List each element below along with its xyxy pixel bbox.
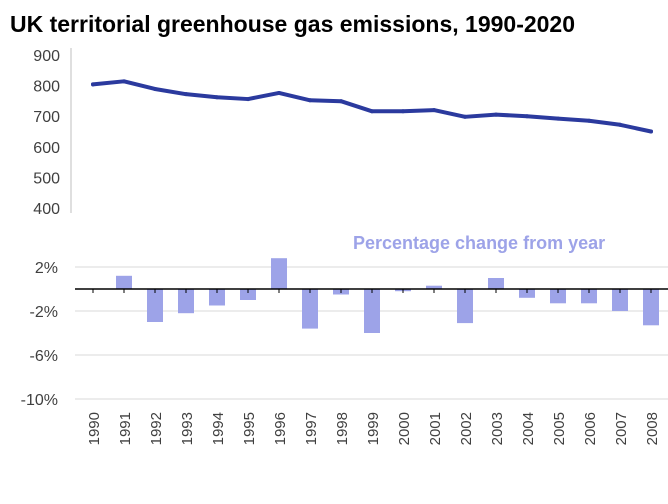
emissions-series-line xyxy=(91,79,653,134)
bar-y-tick-label: -6% xyxy=(30,348,58,365)
emissions-data-point xyxy=(556,116,560,121)
percentage-change-bar xyxy=(364,289,380,333)
emissions-data-point xyxy=(277,90,281,95)
emissions-data-point xyxy=(525,114,529,119)
percentage-change-bar xyxy=(302,289,318,329)
year-tick-label: 2008 xyxy=(644,412,661,445)
bar-chart-title: Percentage change from year xyxy=(353,233,605,253)
emissions-data-point xyxy=(587,118,591,123)
year-tick-label: 2003 xyxy=(489,412,506,445)
percentage-change-bar xyxy=(457,289,473,324)
emissions-data-point xyxy=(339,99,343,104)
bar-y-tick-label: 2% xyxy=(35,260,58,277)
emissions-line-panel: 400 500 600 700 800 900 xyxy=(33,48,653,218)
bar-y-tick-label: -10% xyxy=(21,392,58,409)
percentage-change-bar xyxy=(581,289,597,304)
emissions-data-point xyxy=(370,109,374,114)
emissions-data-point xyxy=(401,109,405,114)
year-tick-label: 2006 xyxy=(582,412,599,445)
emissions-data-point xyxy=(153,86,157,91)
emissions-data-point xyxy=(184,92,188,97)
percentage-change-bar-panel: Percentage change from year 2% -2% -6% -10% xyxy=(21,233,668,409)
line-y-tick-label: 500 xyxy=(33,170,60,187)
line-y-tick-label: 700 xyxy=(33,109,60,126)
percentage-change-bar xyxy=(519,289,535,298)
percentage-change-bar xyxy=(612,289,628,311)
year-tick-label: 1992 xyxy=(148,412,165,445)
emissions-data-point xyxy=(432,108,436,113)
year-tick-label: 2007 xyxy=(613,412,630,445)
year-tick-label: 1990 xyxy=(86,412,103,445)
percentage-change-bar xyxy=(178,289,194,314)
percentage-change-bar xyxy=(209,289,225,306)
emissions-data-point xyxy=(618,122,622,127)
emissions-data-point xyxy=(308,98,312,103)
emissions-data-point xyxy=(463,114,467,119)
year-tick-label: 1993 xyxy=(179,412,196,445)
year-tick-label: 1991 xyxy=(117,412,134,445)
emissions-data-point xyxy=(246,97,250,102)
year-tick-label: 1995 xyxy=(241,412,258,445)
line-y-tick-label: 800 xyxy=(33,79,60,96)
year-tick-label: 1997 xyxy=(303,412,320,445)
bar-y-tick-label: -2% xyxy=(30,304,58,321)
emissions-data-point xyxy=(215,95,219,100)
line-y-tick-label: 400 xyxy=(33,201,60,218)
year-tick-label: 2001 xyxy=(427,412,444,445)
year-tick-label: 2002 xyxy=(458,412,475,445)
year-tick-label: 2004 xyxy=(520,412,537,445)
year-tick-label: 1998 xyxy=(334,412,351,445)
percentage-change-bar xyxy=(488,278,504,289)
percentage-change-bar xyxy=(240,289,256,300)
year-tick-label: 1999 xyxy=(365,412,382,445)
year-tick-label: 2005 xyxy=(551,412,568,445)
percentage-change-bar xyxy=(643,289,659,326)
line-y-tick-label: 600 xyxy=(33,140,60,157)
percentage-change-bar xyxy=(550,289,566,304)
year-tick-label: 1994 xyxy=(210,412,227,445)
chart-title: UK territorial greenhouse gas emissions,… xyxy=(10,11,576,37)
emissions-data-point xyxy=(494,112,498,117)
emissions-data-point xyxy=(91,82,95,87)
percentage-change-bar xyxy=(271,258,287,289)
year-axis: 1990 1991 1992 1993 1994 1995 1996 1997 1998 1999… xyxy=(86,412,661,445)
emissions-data-point xyxy=(649,129,653,134)
year-tick-label: 1996 xyxy=(272,412,289,445)
line-y-tick-label: 900 xyxy=(33,48,60,65)
year-tick-label: 2000 xyxy=(396,412,413,445)
percentage-change-bar xyxy=(426,285,442,289)
percentage-change-bar xyxy=(147,289,163,322)
emissions-data-point xyxy=(122,79,126,84)
percentage-change-bar xyxy=(116,275,132,289)
